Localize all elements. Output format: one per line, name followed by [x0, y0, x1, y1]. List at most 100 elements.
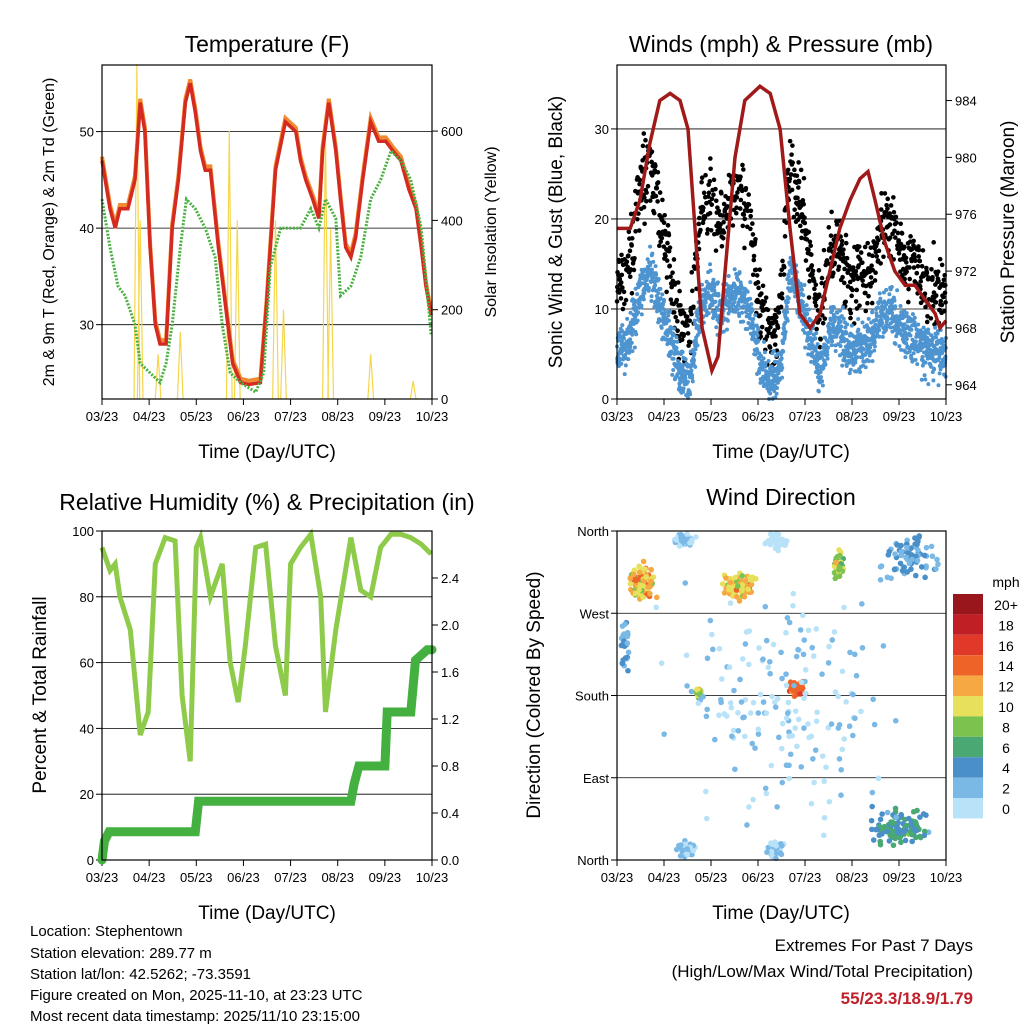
direction-point [898, 811, 905, 818]
direction-point [892, 835, 899, 842]
wind-point [660, 292, 665, 297]
gust-point [746, 202, 752, 207]
direction-point [839, 746, 846, 753]
gust-point [865, 300, 870, 306]
gust-point [826, 225, 832, 230]
gust-point [829, 209, 834, 215]
wind-point [632, 300, 637, 305]
direction-point [921, 832, 928, 839]
wind-point [693, 347, 698, 352]
gust-point [789, 187, 795, 193]
gust-point [642, 221, 647, 227]
wind-point [770, 382, 775, 387]
wind-point [916, 322, 921, 327]
gust-point [759, 291, 764, 296]
x-tick-label: 07/23 [274, 870, 307, 885]
humidity-line [99, 528, 433, 762]
x-tick-label: 05/23 [695, 870, 728, 885]
wind-point [779, 362, 784, 367]
x-tick-label: 03/23 [601, 409, 634, 424]
wind-point [712, 284, 717, 289]
wind-point [854, 369, 859, 374]
wind-point [669, 349, 674, 354]
gust-point [813, 282, 819, 288]
direction-point [825, 724, 832, 731]
wind-point [672, 339, 677, 344]
wind-point [816, 389, 821, 394]
direction-point [794, 743, 800, 750]
legend-swatch [953, 696, 983, 717]
gust-point [677, 288, 682, 294]
gust-point [624, 259, 630, 265]
direction-point [787, 751, 794, 758]
legend-swatch [953, 716, 983, 737]
gust-point [790, 160, 795, 165]
direction-point [836, 564, 843, 570]
solar-insolation-spike [322, 131, 329, 400]
gust-point [668, 297, 674, 302]
gust-point [853, 299, 859, 304]
wind-point [845, 347, 850, 352]
gust-point [659, 235, 665, 241]
wind-point [685, 379, 690, 384]
gust-point [625, 253, 631, 258]
x-tick-label: 03/23 [601, 870, 634, 885]
gust-point [663, 253, 668, 259]
direction-point [622, 621, 628, 627]
gust-point [816, 268, 822, 273]
gust-point [789, 152, 794, 157]
direction-point [809, 644, 816, 651]
y-tick-label: East [583, 771, 609, 786]
wind-point [634, 332, 639, 337]
wind-point [881, 290, 886, 295]
gust-point [787, 138, 793, 144]
direction-point [678, 531, 684, 538]
wind-point [697, 330, 702, 335]
wind-point [741, 319, 746, 324]
gust-point [918, 279, 924, 284]
gust-point [681, 332, 687, 337]
gust-point [915, 263, 921, 269]
wind-point [830, 339, 835, 344]
gust-point [807, 239, 813, 245]
direction-point [837, 552, 843, 559]
gust-point [914, 270, 920, 276]
gust-point [860, 260, 865, 265]
direction-point [624, 629, 631, 636]
direction-point [703, 788, 709, 795]
gust-point [809, 263, 815, 268]
gust-point [740, 223, 746, 229]
gust-point [637, 177, 643, 183]
gust-point [719, 191, 724, 196]
direction-point [772, 704, 779, 710]
direction-point [800, 651, 807, 658]
gust-point [792, 167, 797, 173]
wind-point [746, 321, 751, 326]
direction-point [624, 640, 631, 646]
x-tick-label: 04/23 [133, 409, 166, 424]
x-tick-label: 09/23 [883, 409, 916, 424]
gust-point [930, 275, 935, 280]
direction-point [836, 573, 843, 579]
wind-point [635, 292, 640, 297]
wind-point [878, 296, 883, 301]
direction-point [727, 700, 734, 706]
direction-point [735, 583, 741, 589]
plot-marks [100, 64, 434, 400]
gust-point [724, 212, 730, 218]
wind-point [630, 349, 635, 354]
x-tick-label: 03/23 [86, 870, 119, 885]
wind-point [695, 312, 700, 317]
wind-point [904, 311, 909, 316]
wind-point [688, 392, 693, 397]
gust-point [843, 240, 849, 246]
extremes-values: 55/23.3/18.9/1.79 [841, 989, 973, 1008]
gust-point [919, 263, 925, 269]
wind-point [915, 362, 920, 367]
gust-point [627, 274, 633, 280]
direction-point [875, 775, 882, 782]
gust-point [675, 328, 680, 333]
direction-point [802, 667, 809, 673]
wind-point [902, 308, 907, 313]
gust-point [906, 286, 911, 292]
